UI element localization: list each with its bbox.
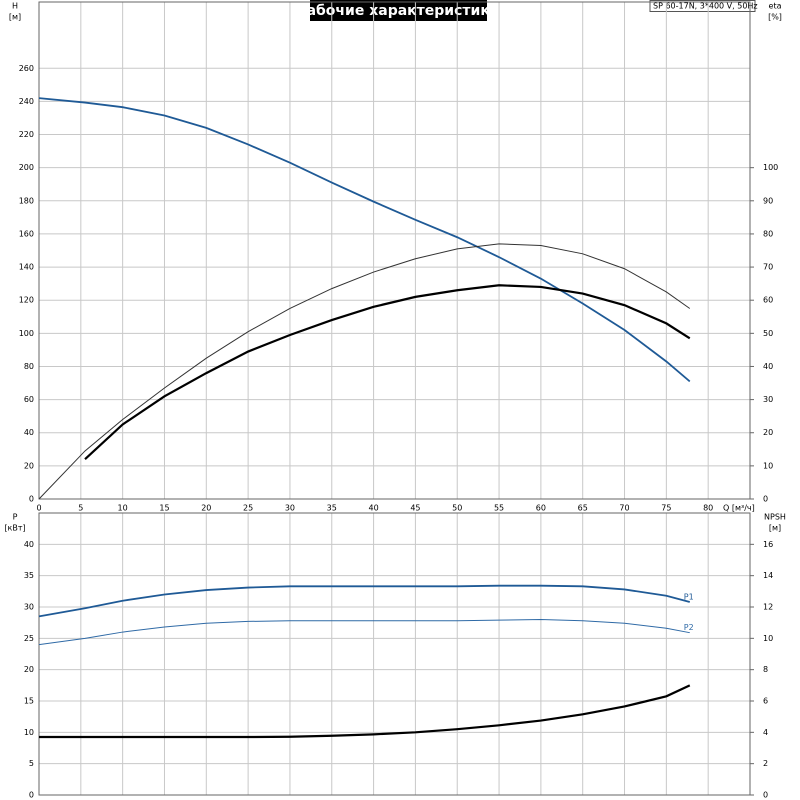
x-tick-label: 15 <box>159 504 169 513</box>
y-tick-label: 120 <box>19 296 34 305</box>
y2-tick-label: 60 <box>763 296 773 305</box>
y-tick-label: 10 <box>24 728 34 737</box>
y-tick-label: 40 <box>24 428 34 437</box>
y-tick-label: 25 <box>24 634 34 643</box>
y2-tick-label: 0 <box>763 791 768 800</box>
x-axis-label: Q [м³/ч] <box>723 504 755 513</box>
x-tick-label: 80 <box>703 504 713 513</box>
y-tick-label: 240 <box>19 97 34 106</box>
x-tick-label: 65 <box>578 504 588 513</box>
y-tick-label: 220 <box>19 130 34 139</box>
y-axis-unit: [кВт] <box>4 524 25 533</box>
y2-tick-label: 80 <box>763 229 773 238</box>
y-tick-label: 40 <box>24 540 34 549</box>
y2-tick-label: 16 <box>763 540 773 549</box>
chart-subtitle: SP 60-17N, 3*400 V, 50Hz <box>653 2 758 11</box>
y2-tick-label: 2 <box>763 759 768 768</box>
y2-tick-label: 40 <box>763 362 773 371</box>
y-tick-label: 5 <box>29 759 34 768</box>
x-tick-label: 55 <box>494 504 504 513</box>
x-tick-label: 60 <box>536 504 546 513</box>
y-tick-label: 0 <box>29 495 34 504</box>
y2-tick-label: 70 <box>763 263 773 272</box>
y-tick-label: 260 <box>19 64 34 73</box>
y2-tick-label: 100 <box>763 163 778 172</box>
y2-tick-label: 90 <box>763 196 773 205</box>
y-axis-label: H <box>12 2 18 11</box>
x-tick-label: 0 <box>36 504 41 513</box>
y-tick-label: 200 <box>19 163 34 172</box>
x-tick-label: 45 <box>410 504 420 513</box>
chart-title: Рабочие характеристики <box>296 3 499 19</box>
curve <box>38 584 691 618</box>
plot-border <box>38 512 751 796</box>
subtitle-box <box>649 0 756 12</box>
y-tick-label: 35 <box>24 571 34 580</box>
y-axis-label: P <box>13 513 18 522</box>
y2-tick-label: 4 <box>763 728 768 737</box>
curve <box>38 97 691 383</box>
y-tick-label: 30 <box>24 603 34 612</box>
y2-tick-label: 50 <box>763 329 773 338</box>
y-tick-label: 0 <box>29 791 34 800</box>
y2-axis-unit: [%] <box>768 13 782 22</box>
y2-tick-label: 14 <box>763 571 773 580</box>
y-tick-label: 140 <box>19 263 34 272</box>
title-box <box>310 0 487 21</box>
y-tick-label: 180 <box>19 196 34 205</box>
x-tick-label: 20 <box>201 504 211 513</box>
y-tick-label: 80 <box>24 362 34 371</box>
y2-tick-label: 30 <box>763 395 773 404</box>
y2-tick-label: 12 <box>763 603 773 612</box>
y2-axis-label: eta <box>769 2 782 11</box>
curve <box>38 619 690 646</box>
x-tick-label: 75 <box>661 504 671 513</box>
x-tick-label: 10 <box>118 504 128 513</box>
y2-tick-label: 6 <box>763 697 768 706</box>
y-tick-label: 20 <box>24 461 34 470</box>
y-tick-label: 100 <box>19 329 34 338</box>
x-tick-label: 35 <box>327 504 337 513</box>
y2-tick-label: 0 <box>763 495 768 504</box>
y-tick-label: 15 <box>24 697 34 706</box>
curve <box>38 243 691 500</box>
x-tick-label: 5 <box>78 504 83 513</box>
x-tick-label: 25 <box>243 504 253 513</box>
curve <box>84 284 691 461</box>
x-tick-label: 40 <box>368 504 378 513</box>
y-tick-label: 60 <box>24 395 34 404</box>
y2-tick-label: 20 <box>763 428 773 437</box>
plot-border <box>38 1 751 500</box>
x-tick-label: 30 <box>285 504 295 513</box>
x-tick-label: 70 <box>619 504 629 513</box>
y2-tick-label: 8 <box>763 665 768 674</box>
y-tick-label: 20 <box>24 665 34 674</box>
series-label: P1 <box>684 592 694 601</box>
y2-axis-unit: [м] <box>769 524 781 533</box>
y2-tick-label: 10 <box>763 461 773 470</box>
y-axis-unit: [м] <box>9 13 21 22</box>
y-tick-label: 160 <box>19 229 34 238</box>
series-label: P2 <box>684 623 694 632</box>
y2-axis-label: NPSH <box>764 513 786 522</box>
y2-tick-label: 10 <box>763 634 773 643</box>
curve <box>39 684 691 739</box>
x-tick-label: 50 <box>452 504 462 513</box>
